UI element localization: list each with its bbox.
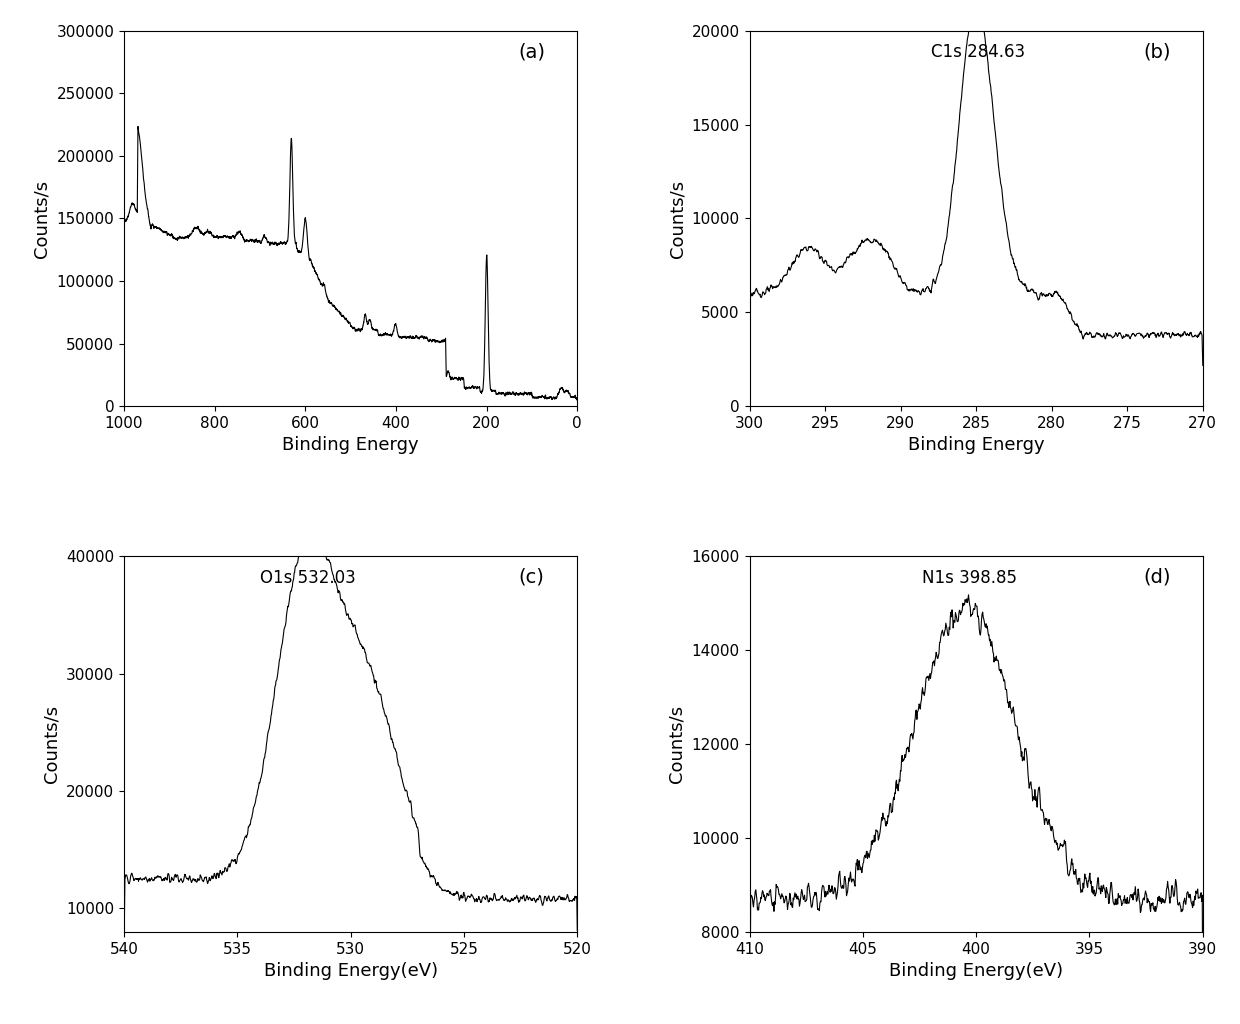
Y-axis label: Counts/s: Counts/s [668,179,686,257]
Text: (d): (d) [1143,567,1172,587]
Y-axis label: Counts/s: Counts/s [42,706,61,783]
Y-axis label: Counts/s: Counts/s [668,706,686,783]
Text: (a): (a) [518,42,546,61]
Text: O1s 532.03: O1s 532.03 [260,568,356,587]
Text: C1s 284.63: C1s 284.63 [931,43,1025,61]
X-axis label: Binding Energy: Binding Energy [283,436,419,455]
X-axis label: Binding Energy(eV): Binding Energy(eV) [264,963,438,980]
Text: (b): (b) [1143,42,1172,61]
X-axis label: Binding Energy(eV): Binding Energy(eV) [889,963,1063,980]
Y-axis label: Counts/s: Counts/s [32,179,51,257]
Text: (c): (c) [518,567,544,587]
X-axis label: Binding Energy: Binding Energy [908,436,1044,455]
Text: N1s 398.85: N1s 398.85 [921,568,1017,587]
